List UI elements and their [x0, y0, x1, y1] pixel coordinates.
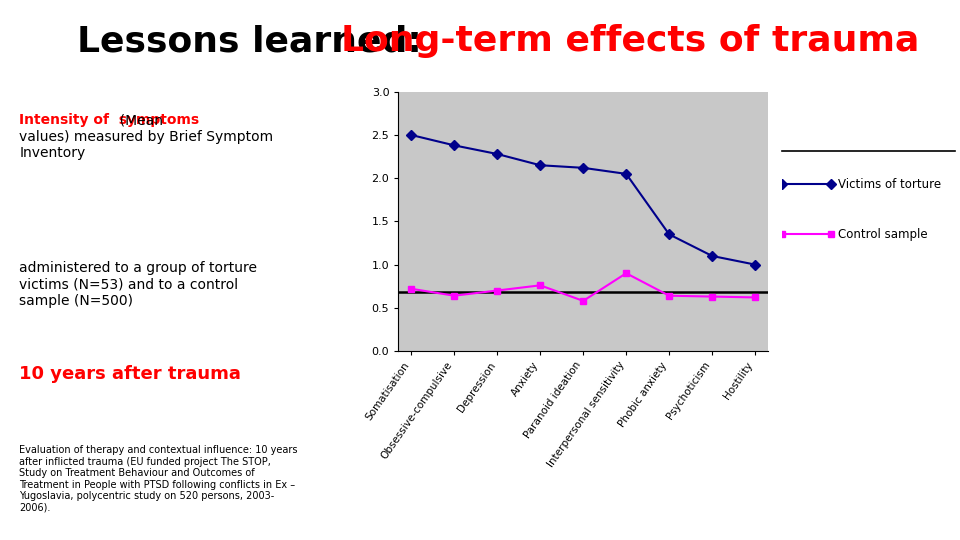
- Text: (Mean
values) measured by Brief Symptom
Inventory: (Mean values) measured by Brief Symptom …: [19, 113, 274, 160]
- Text: Control sample: Control sample: [838, 228, 927, 241]
- Text: 10 years after trauma: 10 years after trauma: [19, 365, 241, 383]
- Text: Long-term effects of trauma: Long-term effects of trauma: [341, 24, 919, 58]
- Text: Evaluation of therapy and contextual influence: 10 years
after inflicted trauma : Evaluation of therapy and contextual inf…: [19, 445, 298, 513]
- Text: administered to a group of torture
victims (N=53) and to a control
sample (N=500: administered to a group of torture victi…: [19, 261, 257, 308]
- Text: Intensity of  symptoms: Intensity of symptoms: [19, 113, 200, 127]
- Text: Victims of torture: Victims of torture: [838, 178, 941, 191]
- Text: Lessons learned:: Lessons learned:: [77, 24, 434, 58]
